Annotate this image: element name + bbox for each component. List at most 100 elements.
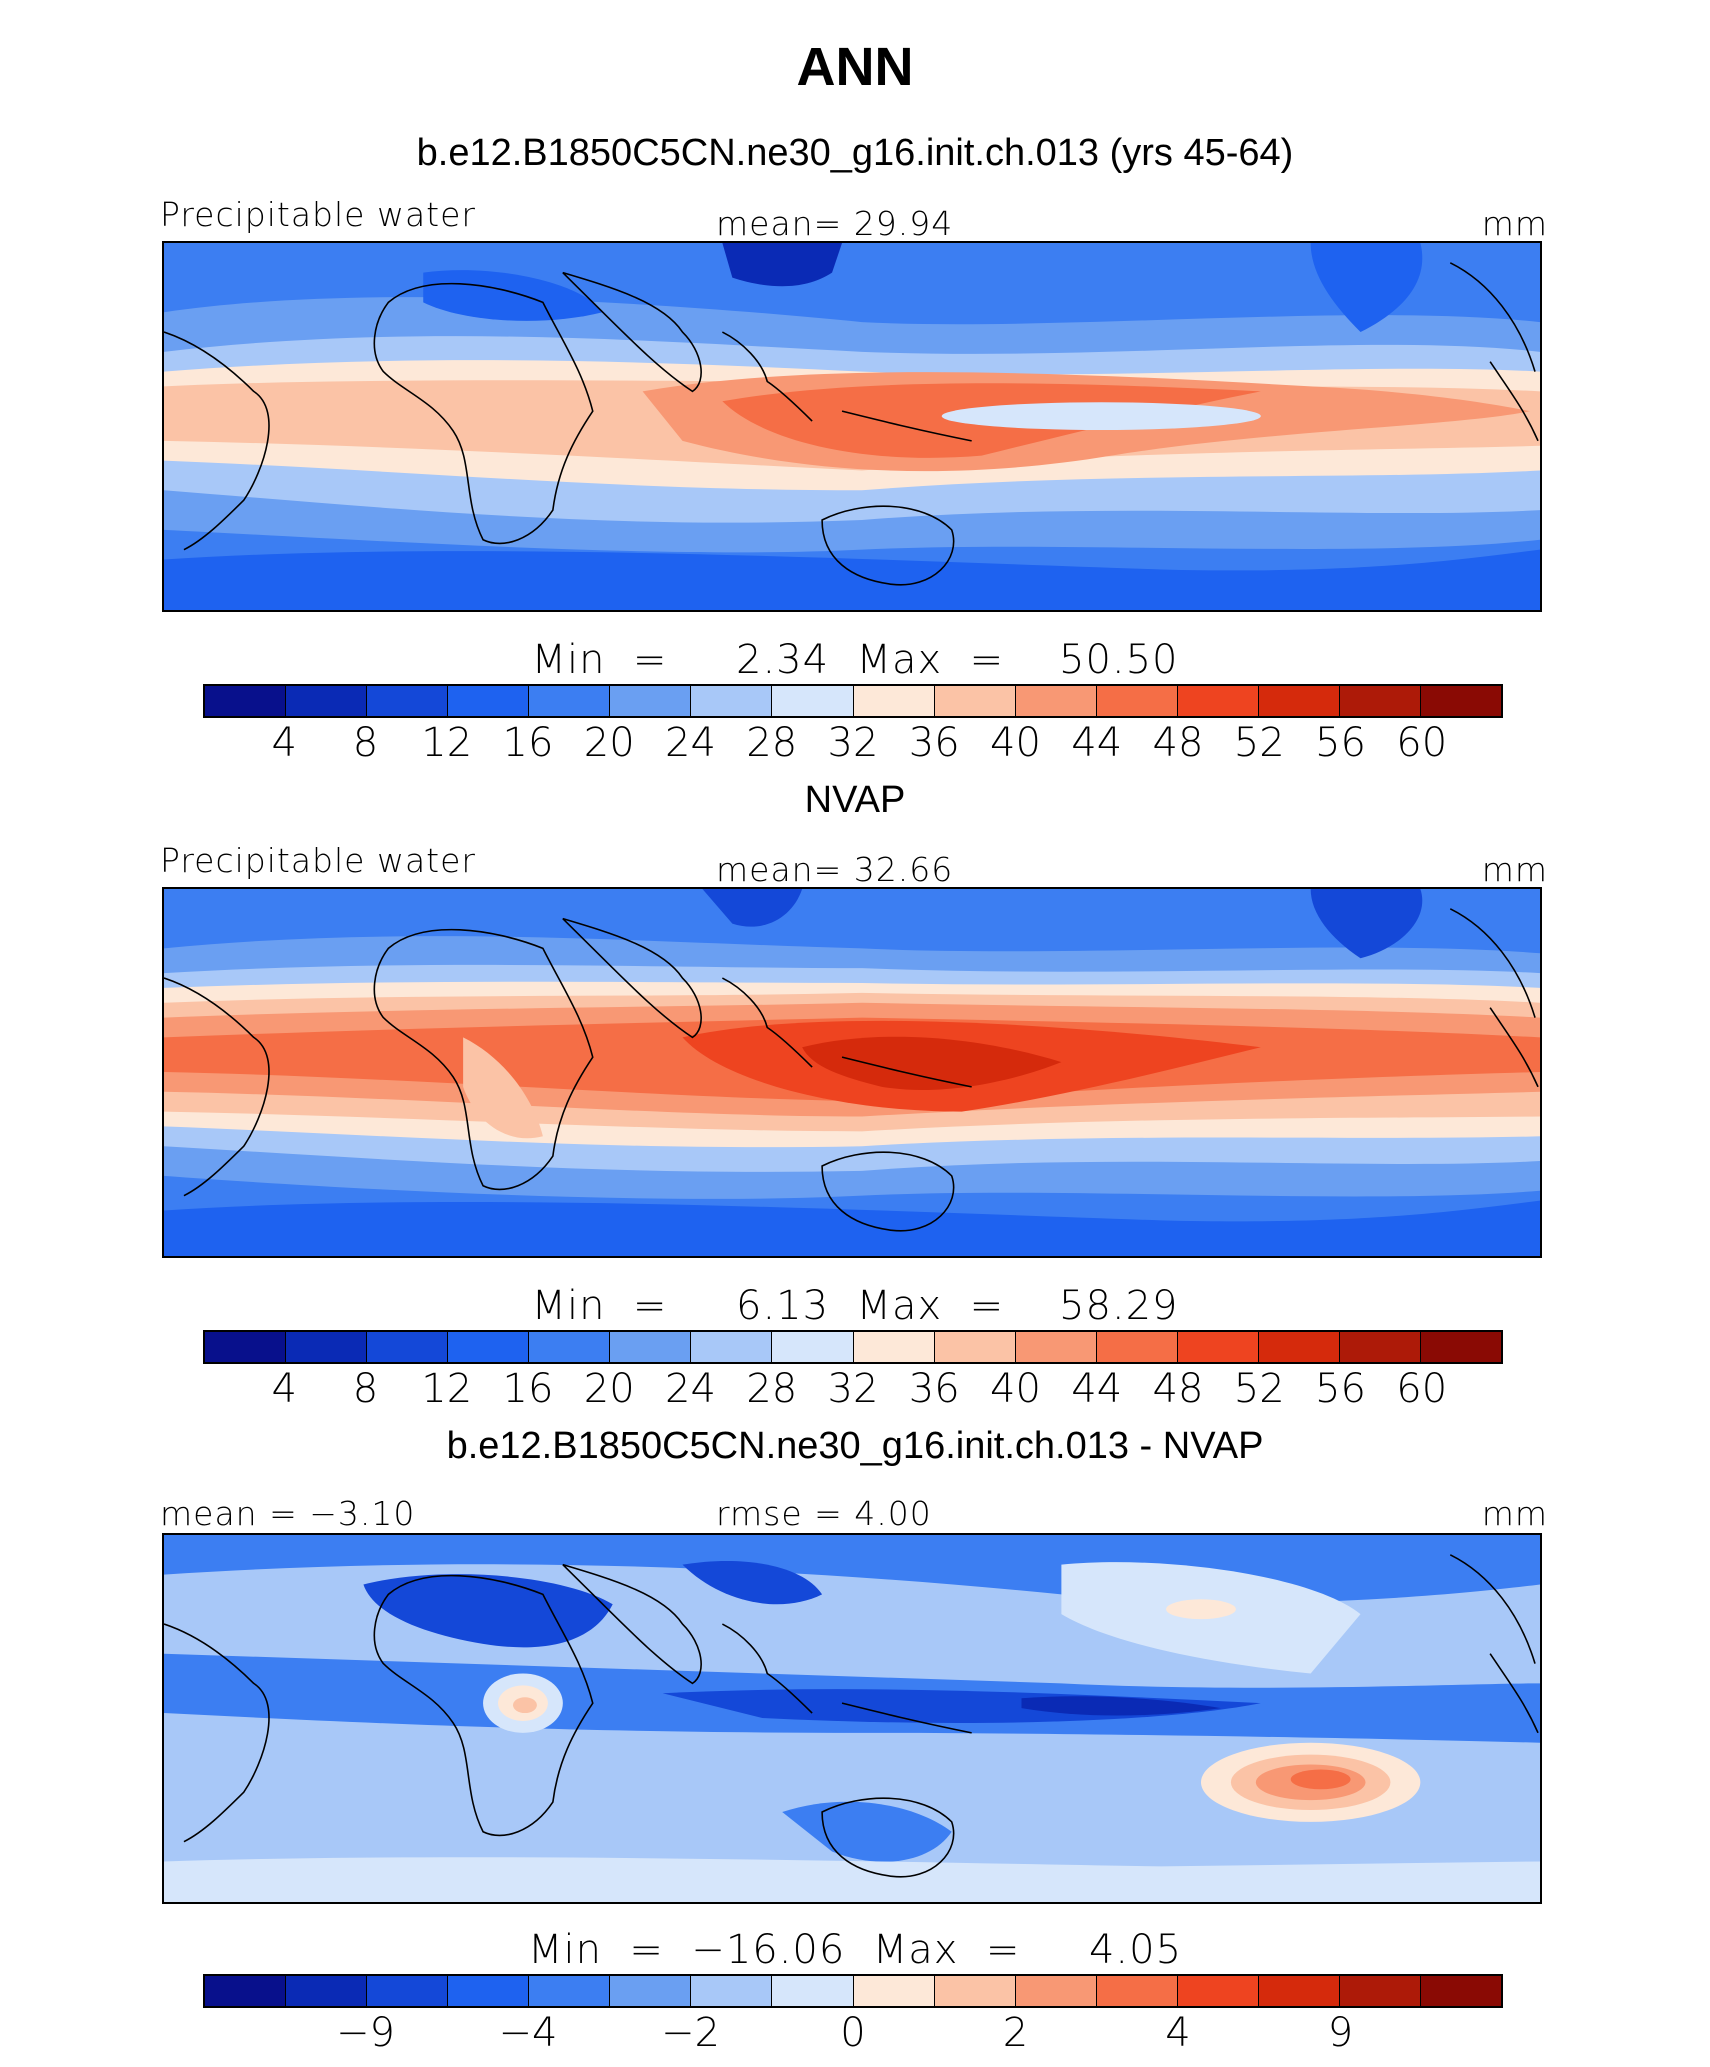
colorbar-swatch bbox=[934, 1976, 1016, 2006]
colorbar-tick-label: 4 bbox=[1165, 2010, 1191, 2056]
panel-2-mean-label: mean= 32.66 bbox=[716, 850, 954, 889]
panel-1-contour-plot bbox=[164, 243, 1540, 610]
colorbar-tick-label: 48 bbox=[1152, 720, 1204, 766]
colorbar-tick-label: 0 bbox=[840, 2010, 866, 2056]
colorbar-tick-label: 32 bbox=[827, 720, 879, 766]
panel-1-title: b.e12.B1850C5CN.ne30_g16.init.ch.013 (yr… bbox=[416, 132, 1294, 174]
panel-2-contour-plot bbox=[164, 889, 1540, 1256]
colorbar-tick-label: 12 bbox=[421, 720, 473, 766]
colorbar-swatch bbox=[448, 686, 530, 716]
colorbar-tick-label: 12 bbox=[421, 1366, 473, 1412]
panel-1-tick-labels: 4 8 12 16 20 24 28 32 36 40 44 48 52 56 60 bbox=[0, 723, 1710, 767]
panel-3-mean-label: mean = −3.10 bbox=[160, 1494, 416, 1533]
colorbar-swatch bbox=[610, 1332, 692, 1362]
colorbar-swatch bbox=[367, 1332, 449, 1362]
colorbar-swatch bbox=[286, 1976, 368, 2006]
panel-2-min-max: Min = 6.13 Max = 58.29 bbox=[531, 1283, 1179, 1329]
colorbar-tick-label: 24 bbox=[665, 1366, 716, 1412]
colorbar-tick-label: 32 bbox=[827, 1366, 879, 1412]
colorbar-swatch bbox=[286, 686, 368, 716]
panel-1-map bbox=[162, 241, 1542, 612]
colorbar-swatch bbox=[853, 1976, 935, 2006]
colorbar-swatch bbox=[1096, 686, 1178, 716]
panel-3-contour-plot bbox=[164, 1535, 1540, 1902]
colorbar-tick-label: 16 bbox=[502, 1366, 554, 1412]
colorbar-tick-label: 52 bbox=[1233, 1366, 1285, 1412]
colorbar-swatch bbox=[367, 1976, 449, 2006]
panel-2-units-label: mm bbox=[1481, 850, 1548, 889]
colorbar-tick-label: 44 bbox=[1071, 1366, 1123, 1412]
colorbar-tick-label: 52 bbox=[1233, 720, 1285, 766]
colorbar-swatch bbox=[1177, 686, 1259, 716]
colorbar-tick-label: 40 bbox=[990, 720, 1041, 766]
colorbar-swatch bbox=[772, 1976, 854, 2006]
colorbar-swatch bbox=[1096, 1332, 1178, 1362]
panel-2-title: NVAP bbox=[804, 779, 906, 821]
colorbar-swatch bbox=[1258, 686, 1340, 716]
colorbar-swatch bbox=[772, 686, 854, 716]
colorbar-swatch bbox=[1420, 1976, 1501, 2006]
colorbar-swatch bbox=[1339, 1332, 1421, 1362]
colorbar-swatch bbox=[934, 686, 1016, 716]
panel-1-min-max: Min = 2.34 Max = 50.50 bbox=[531, 637, 1179, 683]
panel-3-tick-labels: −9 −4 −2 0 2 4 9 bbox=[0, 2013, 1710, 2057]
colorbar-swatch bbox=[205, 1976, 287, 2006]
colorbar-tick-label: 56 bbox=[1315, 1366, 1366, 1412]
panel-1-colorbar bbox=[203, 684, 1503, 718]
panel-1-mean-label: mean= 29.94 bbox=[716, 204, 954, 243]
colorbar-swatch bbox=[610, 1976, 692, 2006]
colorbar-tick-label: 28 bbox=[746, 720, 798, 766]
colorbar-swatch bbox=[1177, 1332, 1259, 1362]
colorbar-swatch bbox=[448, 1976, 530, 2006]
colorbar-swatch bbox=[1177, 1976, 1259, 2006]
colorbar-swatch bbox=[691, 686, 773, 716]
colorbar-tick-label: 20 bbox=[583, 1366, 635, 1412]
colorbar-swatch bbox=[1015, 1976, 1097, 2006]
colorbar-tick-label: 28 bbox=[746, 1366, 798, 1412]
panel-2-tick-labels: 4 8 12 16 20 24 28 32 36 40 44 48 52 56 60 bbox=[0, 1369, 1710, 1413]
panel-3-rmse-label: rmse = 4.00 bbox=[716, 1494, 932, 1533]
colorbar-tick-label: 16 bbox=[502, 720, 554, 766]
colorbar-swatch bbox=[1015, 1332, 1097, 1362]
colorbar-tick-label: 48 bbox=[1152, 1366, 1204, 1412]
panel-1-units-label: mm bbox=[1481, 204, 1548, 243]
colorbar-tick-label: 40 bbox=[990, 1366, 1041, 1412]
colorbar-swatch bbox=[772, 1332, 854, 1362]
colorbar-swatch bbox=[853, 1332, 935, 1362]
colorbar-tick-label: 20 bbox=[583, 720, 635, 766]
colorbar-swatch bbox=[1096, 1976, 1178, 2006]
colorbar-swatch bbox=[205, 686, 287, 716]
colorbar-swatch bbox=[934, 1332, 1016, 1362]
colorbar-swatch bbox=[1339, 686, 1421, 716]
panel-1-variable-label: Precipitable water bbox=[160, 195, 476, 234]
colorbar-tick-label: 4 bbox=[271, 720, 297, 766]
colorbar-tick-label: 44 bbox=[1071, 720, 1123, 766]
panel-3-title: b.e12.B1850C5CN.ne30_g16.init.ch.013 - N… bbox=[446, 1425, 1264, 1467]
colorbar-swatch bbox=[286, 1332, 368, 1362]
colorbar-swatch bbox=[1015, 686, 1097, 716]
figure-title: ANN bbox=[796, 37, 914, 97]
colorbar-swatch bbox=[448, 1332, 530, 1362]
colorbar-swatch bbox=[1420, 1332, 1501, 1362]
panel-2-variable-label: Precipitable water bbox=[160, 841, 476, 880]
colorbar-tick-label: 36 bbox=[908, 1366, 960, 1412]
panel-2-map bbox=[162, 887, 1542, 1258]
colorbar-tick-label: −4 bbox=[498, 2010, 558, 2056]
colorbar-tick-label: −2 bbox=[661, 2010, 720, 2056]
colorbar-tick-label: 2 bbox=[1002, 2010, 1029, 2056]
panel-2-colorbar bbox=[203, 1330, 1503, 1364]
colorbar-swatch bbox=[691, 1976, 773, 2006]
colorbar-swatch bbox=[205, 1332, 287, 1362]
colorbar-tick-label: 60 bbox=[1396, 1366, 1448, 1412]
colorbar-swatch bbox=[1339, 1976, 1421, 2006]
colorbar-swatch bbox=[610, 686, 692, 716]
colorbar-tick-label: 36 bbox=[908, 720, 960, 766]
colorbar-swatch bbox=[1420, 686, 1501, 716]
colorbar-swatch bbox=[529, 1332, 611, 1362]
panel-3-map bbox=[162, 1533, 1542, 1904]
colorbar-tick-label: −9 bbox=[336, 2010, 395, 2056]
colorbar-swatch bbox=[1258, 1976, 1340, 2006]
colorbar-swatch bbox=[1258, 1332, 1340, 1362]
colorbar-tick-label: 60 bbox=[1396, 720, 1448, 766]
colorbar-swatch bbox=[691, 1332, 773, 1362]
